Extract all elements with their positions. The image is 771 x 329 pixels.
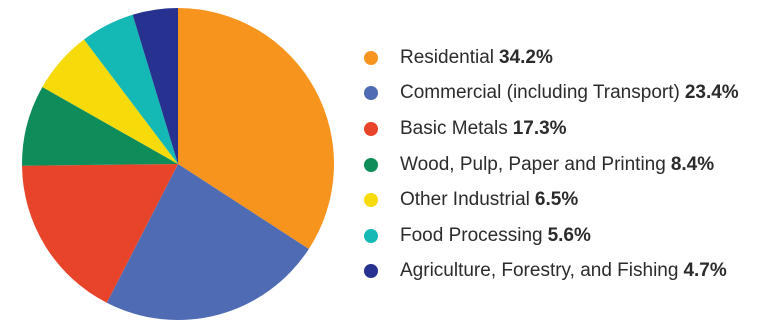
legend-value: 5.6% (547, 224, 591, 246)
legend-value: 17.3% (512, 117, 567, 139)
legend-value: 23.4% (684, 82, 739, 104)
legend-label: Agriculture, Forestry, and Fishing (400, 260, 679, 282)
pie-slice (42, 39, 178, 165)
legend-value: 8.4% (670, 153, 715, 175)
pie-slice (22, 164, 179, 303)
legend-item: Residential 34.2% (364, 40, 739, 76)
legend-value: 4.7% (683, 260, 727, 282)
legend-swatch (364, 264, 378, 279)
legend-label: Food Processing (400, 224, 543, 246)
legend-item: Food Processing 5.6% (364, 218, 739, 254)
legend-item: Other Industrial 6.5% (364, 182, 739, 218)
legend-item: Commercial (including Transport) 23.4% (364, 76, 739, 112)
legend-label: Residential (400, 46, 494, 68)
legend-swatch (364, 50, 378, 65)
pie-slice (22, 86, 179, 166)
legend-label: Basic Metals (400, 117, 508, 139)
legend-item: Basic Metals 17.3% (364, 111, 739, 147)
pie-chart (22, 8, 335, 321)
legend-swatch (364, 228, 378, 243)
legend-swatch (364, 86, 378, 101)
legend: Residential 34.2% Commercial (including … (364, 40, 739, 289)
legend-value: 34.2% (499, 46, 553, 68)
pie-slice (178, 8, 335, 249)
legend-label: Commercial (including Transport) (400, 82, 680, 104)
pie-slice (132, 8, 178, 164)
legend-swatch (364, 193, 378, 208)
pie-slice (84, 14, 178, 164)
legend-item: Agriculture, Forestry, and Fishing 4.7% (364, 254, 739, 290)
legend-item: Wood, Pulp, Paper and Printing 8.4% (364, 147, 739, 183)
pie-slice (106, 164, 309, 321)
legend-value: 6.5% (534, 189, 579, 211)
legend-swatch (364, 157, 378, 172)
legend-label: Wood, Pulp, Paper and Printing (400, 153, 666, 175)
legend-swatch (364, 121, 378, 136)
legend-label: Other Industrial (400, 189, 530, 211)
